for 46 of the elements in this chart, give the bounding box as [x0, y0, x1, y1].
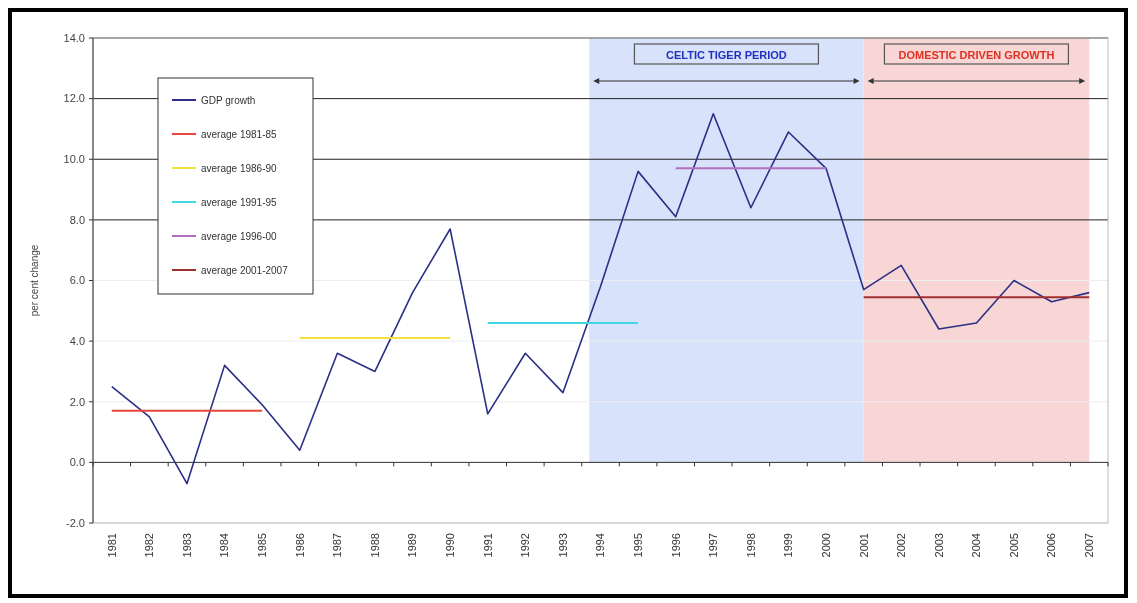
x-tick-label: 1991 — [481, 533, 494, 558]
x-tick-label: 1983 — [180, 533, 193, 558]
y-tick-label: 4.0 — [69, 334, 85, 347]
band-label: CELTIC TIGER PERIOD — [666, 48, 787, 61]
x-tick-label: 1997 — [707, 533, 720, 558]
x-tick-label: 2006 — [1045, 533, 1058, 558]
x-tick-label: 1986 — [293, 533, 306, 558]
y-axis-title: per cent change — [29, 244, 40, 317]
y-tick-label: 14.0 — [63, 31, 85, 44]
x-tick-label: 2007 — [1083, 533, 1096, 558]
x-tick-label: 1993 — [556, 533, 569, 558]
legend-label: average 1991-95 — [201, 196, 278, 208]
x-tick-label: 1981 — [105, 533, 118, 558]
y-tick-label: 6.0 — [69, 274, 85, 287]
x-tick-label: 1984 — [218, 533, 231, 558]
x-tick-label: 1988 — [368, 533, 381, 558]
x-tick-label: 2000 — [819, 533, 832, 558]
x-tick-label: 1982 — [143, 533, 156, 558]
x-tick-label: 1998 — [744, 533, 757, 558]
x-tick-label: 1989 — [406, 533, 419, 558]
x-tick-label: 1987 — [331, 533, 344, 558]
legend-label: average 1981-85 — [201, 128, 278, 140]
line-series — [111, 112, 1090, 485]
x-tick-label: 2004 — [970, 533, 983, 558]
x-tick-label: 2002 — [895, 533, 908, 558]
x-tick-label: 1985 — [256, 533, 269, 558]
x-tick-label: 1992 — [519, 533, 532, 558]
x-tick-label: 2003 — [932, 533, 945, 558]
x-tick-label: 1990 — [443, 533, 456, 558]
y-tick-label: -2.0 — [66, 516, 85, 529]
band-label: DOMESTIC DRIVEN GROWTH — [898, 48, 1055, 61]
y-tick-label: 2.0 — [69, 395, 85, 408]
legend-label: average 2001-2007 — [201, 264, 289, 276]
legend-label: average 1986-90 — [201, 162, 278, 174]
legend-label: GDP growth — [201, 94, 256, 106]
x-tick-label: 2005 — [1007, 533, 1020, 558]
legend-label: average 1996-00 — [201, 230, 278, 242]
y-tick-label: 0.0 — [69, 456, 85, 469]
y-tick-label: 8.0 — [69, 213, 85, 226]
x-tick-label: 2001 — [857, 533, 870, 558]
x-tick-label: 1995 — [631, 533, 644, 558]
x-tick-label: 1999 — [782, 533, 795, 558]
y-tick-label: 10.0 — [63, 153, 85, 166]
x-tick-label: 1994 — [594, 533, 607, 558]
x-tick-label: 1996 — [669, 533, 682, 558]
y-tick-label: 12.0 — [63, 92, 85, 105]
